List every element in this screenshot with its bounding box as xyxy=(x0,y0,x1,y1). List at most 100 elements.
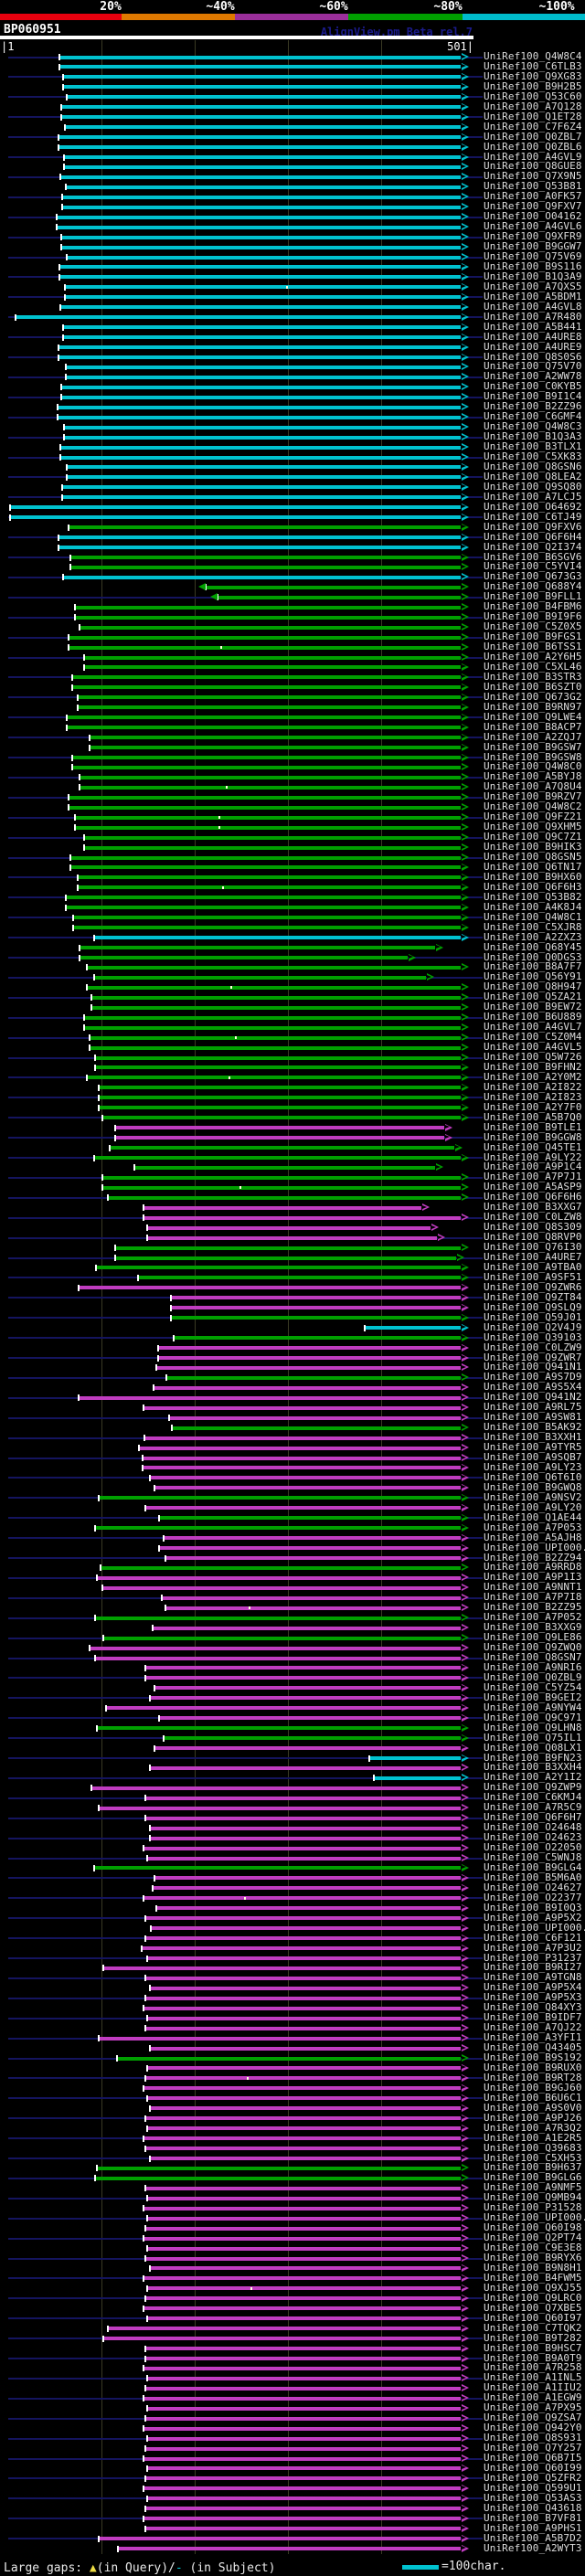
hit-accession-label[interactable]: UniRef100_B7VF81 xyxy=(484,2511,582,2524)
alignment-bar[interactable] xyxy=(144,2136,461,2141)
hit-accession-label[interactable]: UniRef100_Q2PT74 xyxy=(484,2231,582,2244)
alignment-row[interactable]: UniRef100_A2WW78 xyxy=(0,371,585,382)
hit-accession-label[interactable]: UniRef100_Q9SLQ9 xyxy=(484,1300,582,1313)
hit-accession-label[interactable]: UniRef100_A4URE8 xyxy=(484,330,582,343)
hit-accession-label[interactable]: UniRef100_Q53C60 xyxy=(484,90,582,102)
alignment-row[interactable]: UniRef100_B2ZZ94 xyxy=(0,1553,585,1564)
hit-accession-label[interactable]: UniRef100_B9S192 xyxy=(484,2051,582,2063)
alignment-row[interactable]: UniRef100_O24627 xyxy=(0,1882,585,1893)
hit-accession-label[interactable]: UniRef100_O22050 xyxy=(484,1841,582,1854)
alignment-bar[interactable] xyxy=(10,515,461,520)
alignment-row[interactable]: UniRef100_A2Y6H5 xyxy=(0,652,585,663)
alignment-row[interactable]: UniRef100_Q76I30 xyxy=(0,1242,585,1253)
hit-accession-label[interactable]: UniRef100_A9RRD8 xyxy=(484,1561,582,1574)
hit-accession-label[interactable]: UniRef100_Q4W8C3 xyxy=(484,420,582,433)
alignment-bar[interactable] xyxy=(80,1395,461,1400)
alignment-bar[interactable] xyxy=(119,2547,461,2551)
hit-accession-label[interactable]: UniRef100_B6U6C1 xyxy=(484,2091,582,2104)
hit-accession-label[interactable]: UniRef100_C9E3E8 xyxy=(484,2242,582,2254)
alignment-bar[interactable] xyxy=(144,1205,421,1210)
alignment-bar[interactable] xyxy=(147,2376,461,2380)
hit-accession-label[interactable]: UniRef100_A9SW81 xyxy=(484,1411,582,1424)
alignment-row[interactable]: UniRef100_A9LY23 xyxy=(0,1462,585,1473)
alignment-row[interactable]: UniRef100_Q0ZBL6 xyxy=(0,140,585,153)
hit-accession-label[interactable]: UniRef100_A9P1C4 xyxy=(484,1161,582,1173)
alignment-bar[interactable] xyxy=(144,2426,461,2431)
alignment-row[interactable]: UniRef100_A9SQB7 xyxy=(0,1452,585,1463)
hit-accession-label[interactable]: UniRef100_C5XH53 xyxy=(484,2151,582,2164)
alignment-bar[interactable] xyxy=(60,305,461,310)
hit-accession-label[interactable]: UniRef100_C6GMF4 xyxy=(484,410,582,423)
hit-accession-label[interactable]: UniRef100_Q8S931 xyxy=(484,2432,582,2444)
alignment-row[interactable]: UniRef100_A9S0V0 xyxy=(0,2103,585,2114)
alignment-bar[interactable] xyxy=(85,845,461,850)
hit-accession-label[interactable]: UniRef100_A7P052 xyxy=(484,1611,582,1624)
hit-accession-label[interactable]: UniRef100_Q0ZBL6 xyxy=(484,140,582,153)
hit-accession-label[interactable]: UniRef100_B9EW72 xyxy=(484,1001,582,1013)
alignment-row[interactable]: UniRef100_B4FWM5 xyxy=(0,2273,585,2284)
alignment-bar[interactable] xyxy=(95,1616,461,1620)
alignment-bar[interactable] xyxy=(67,906,461,910)
hit-accession-label[interactable]: UniRef100_A4URE7 xyxy=(484,1251,582,1263)
alignment-bar[interactable] xyxy=(79,875,461,880)
alignment-bar[interactable] xyxy=(207,585,461,589)
hit-accession-label[interactable]: UniRef100_A7R258 xyxy=(484,2361,582,2374)
hit-accession-label[interactable]: UniRef100_B9RUX0 xyxy=(484,2061,582,2073)
alignment-row[interactable]: UniRef100_B9IDF7 xyxy=(0,2012,585,2023)
alignment-bar[interactable] xyxy=(64,425,461,429)
alignment-row[interactable]: UniRef100_C5YVI4 xyxy=(0,561,585,572)
hit-accession-label[interactable]: UniRef100_Q0ZBL7 xyxy=(484,130,582,143)
hit-accession-label[interactable]: UniRef100_A1EGW9 xyxy=(484,2391,582,2404)
alignment-bar[interactable] xyxy=(76,825,461,830)
alignment-bar[interactable] xyxy=(106,1706,461,1711)
hit-accession-label[interactable]: UniRef100_Q4W8C4 xyxy=(484,50,582,62)
alignment-bar[interactable] xyxy=(145,2527,461,2531)
hit-accession-label[interactable]: UniRef100_Q8GSN7 xyxy=(484,1651,582,1663)
alignment-row[interactable]: UniRef100_Q8RVP0 xyxy=(0,1232,585,1243)
alignment-row[interactable]: UniRef100_B9GWQ8 xyxy=(0,1482,585,1493)
alignment-row[interactable]: UniRef100_Q43405 xyxy=(0,2042,585,2053)
hit-accession-label[interactable]: UniRef100_O22377 xyxy=(484,1891,582,1903)
alignment-bar[interactable] xyxy=(71,865,461,870)
alignment-row[interactable]: UniRef100_Q1AE44 xyxy=(0,1512,585,1523)
hit-accession-label[interactable]: UniRef100_Q59J01 xyxy=(484,1310,582,1323)
alignment-bar[interactable] xyxy=(144,1896,461,1901)
alignment-bar[interactable] xyxy=(147,1225,431,1230)
hit-accession-label[interactable]: UniRef100_Q2I374 xyxy=(484,540,582,553)
alignment-bar[interactable] xyxy=(90,1646,461,1650)
alignment-row[interactable]: UniRef100_Q673G3 xyxy=(0,571,585,582)
alignment-row[interactable]: UniRef100_A0FK57 xyxy=(0,191,585,202)
hit-accession-label[interactable]: UniRef100_A7P3U2 xyxy=(484,1941,582,1954)
alignment-bar[interactable] xyxy=(144,2206,461,2210)
hit-accession-label[interactable]: UniRef100_Q8GSN5 xyxy=(484,851,582,863)
alignment-bar[interactable] xyxy=(88,965,461,970)
alignment-row[interactable]: UniRef100_A4GVL5 xyxy=(0,1042,585,1053)
alignment-row[interactable]: UniRef100_B9GEI2 xyxy=(0,1692,585,1703)
hit-accession-label[interactable]: UniRef100_Q9C7Z1 xyxy=(484,831,582,843)
alignment-row[interactable]: UniRef100_A7R258 xyxy=(0,2361,585,2374)
alignment-bar[interactable] xyxy=(172,1306,461,1310)
hit-accession-label[interactable]: UniRef100_A4GVL9 xyxy=(484,150,582,163)
alignment-bar[interactable] xyxy=(69,795,461,800)
hit-accession-label[interactable]: UniRef100_B9GLG6 xyxy=(484,2171,582,2184)
hit-accession-label[interactable]: UniRef100_B9I9F6 xyxy=(484,610,582,623)
alignment-row[interactable]: UniRef100_B9HIK3 xyxy=(0,842,585,853)
hit-accession-label[interactable]: UniRef100_A4K8J4 xyxy=(484,900,582,913)
alignment-row[interactable]: UniRef100_A9NRI6 xyxy=(0,1662,585,1673)
alignment-row[interactable]: UniRef100_B9GJ60 xyxy=(0,2083,585,2094)
alignment-bar[interactable] xyxy=(145,2076,461,2081)
hit-accession-label[interactable]: UniRef100_B9GGW8 xyxy=(484,1130,582,1143)
alignment-row[interactable]: UniRef100_C6GMF4 xyxy=(0,410,585,423)
alignment-bar[interactable] xyxy=(170,1415,461,1420)
alignment-bar[interactable] xyxy=(143,1456,461,1460)
hit-accession-label[interactable]: UniRef100_B9GGW7 xyxy=(484,240,582,253)
hit-accession-label[interactable]: UniRef100_B9GSW7 xyxy=(484,740,582,753)
alignment-row[interactable]: UniRef100_B2ZZ96 xyxy=(0,401,585,412)
hit-accession-label[interactable]: UniRef100_C6KMJ4 xyxy=(484,1791,582,1804)
alignment-bar[interactable] xyxy=(154,1385,461,1390)
alignment-bar[interactable] xyxy=(94,936,461,940)
alignment-bar[interactable] xyxy=(67,896,461,900)
alignment-row[interactable]: UniRef100_Q39103 xyxy=(0,1332,585,1343)
alignment-bar[interactable] xyxy=(58,415,461,419)
alignment-bar[interactable] xyxy=(97,1726,461,1731)
